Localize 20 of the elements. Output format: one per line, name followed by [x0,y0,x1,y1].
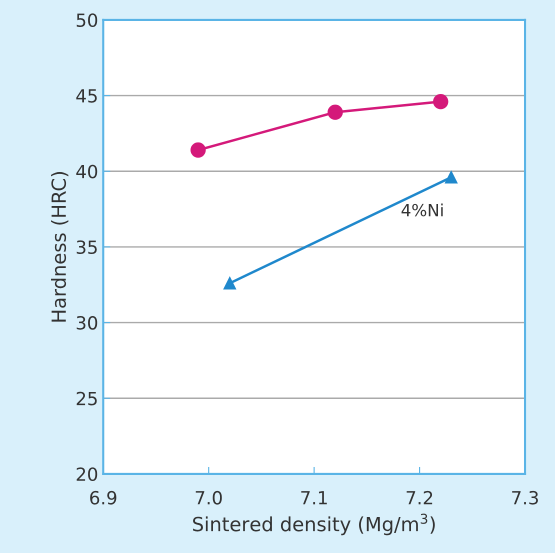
x-tick-label: 7.0 [196,490,222,505]
x-tick-label: 7.1 [301,491,327,504]
y-tick-label: 45 [76,89,97,103]
y-tick-label: 35 [76,240,97,254]
y-tick-label: 30 [76,316,98,330]
x-axis-title: Sintered density (Mg/m$^{3}$) [193,514,435,536]
y-axis-title: Hardness (HRC) [51,172,68,322]
point [444,171,458,184]
y-tick-label: 20 [76,467,98,482]
series-label: 4%Ni [402,204,443,216]
x-tick-label: 7.3 [512,490,538,505]
point [190,142,206,158]
y-tick-label: 40 [76,164,98,178]
point [328,104,343,120]
point [433,94,448,110]
y-tick-label: 50 [76,13,98,28]
x-tick-label: 6.9 [90,490,116,505]
x-tick-label: 7.2 [406,490,432,504]
point [224,276,236,290]
y-tick-label: 25 [76,392,97,406]
